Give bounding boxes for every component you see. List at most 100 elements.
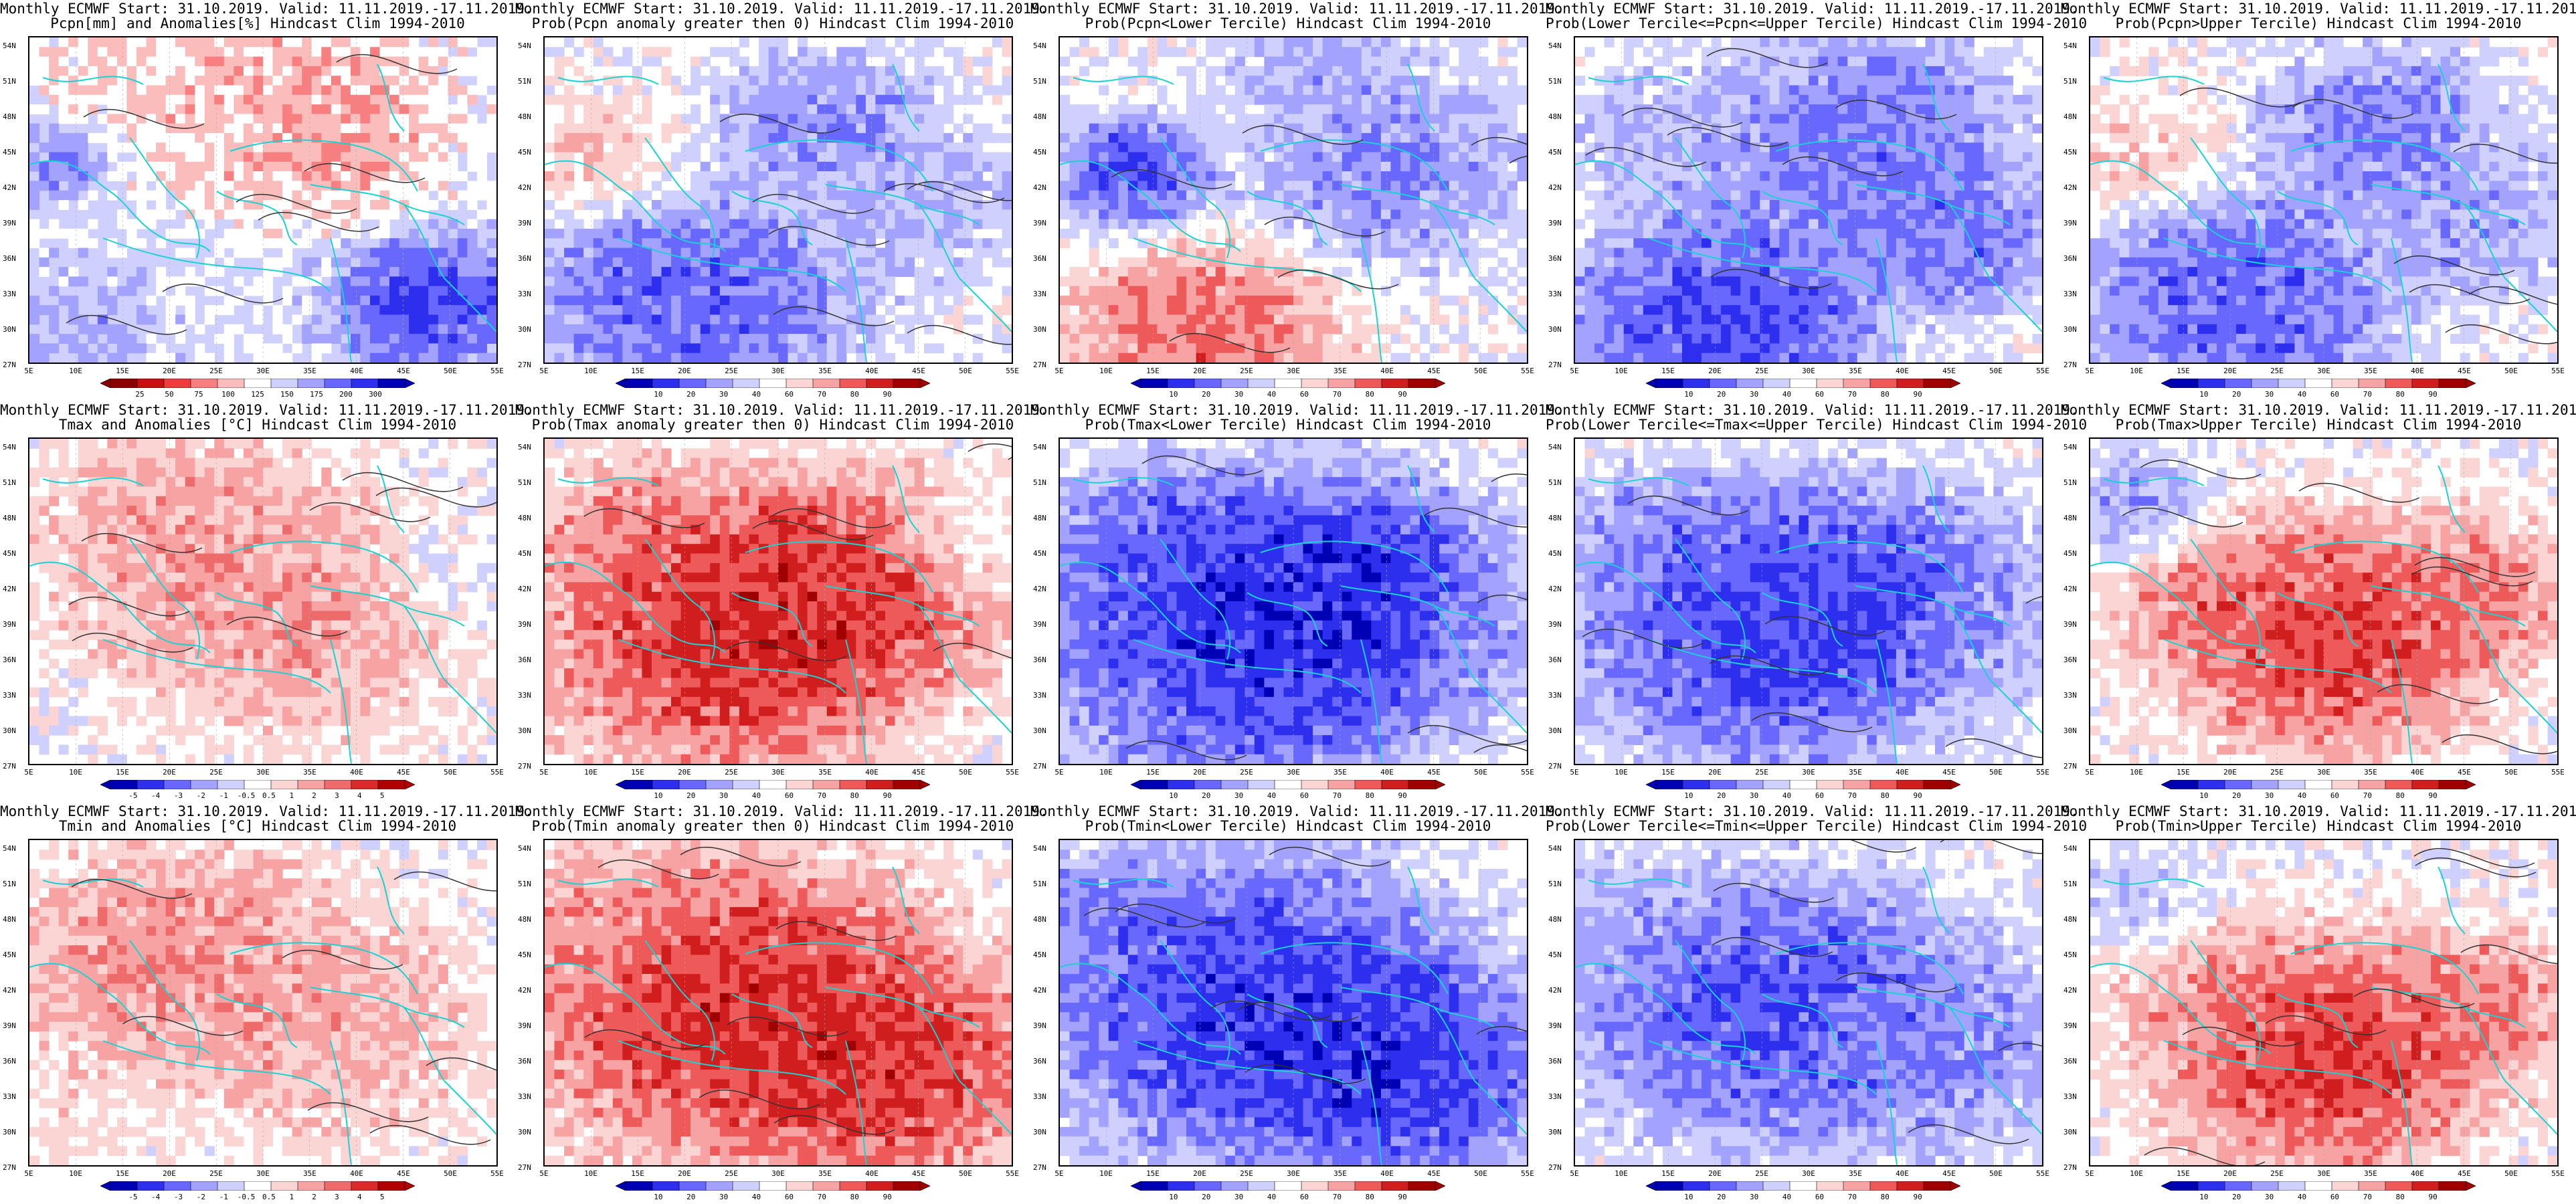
field-cell [204, 47, 215, 58]
field-cell [1322, 209, 1333, 220]
field-cell [1380, 161, 1391, 172]
field-cell [1400, 353, 1411, 363]
field-cell [418, 104, 429, 114]
field-cell [379, 228, 390, 239]
field-cell [389, 247, 400, 258]
field-cell [739, 238, 749, 249]
field-cell [846, 94, 856, 105]
field-cell [360, 314, 371, 325]
field-cell [302, 66, 312, 76]
field-cell [1653, 200, 1663, 210]
field-cell [457, 295, 468, 306]
field-cell [399, 66, 409, 76]
field-cell [321, 142, 332, 153]
field-cell [798, 114, 808, 124]
field-cell [749, 286, 759, 296]
field-cell [671, 286, 682, 296]
longitude-label: 35E [1333, 367, 1347, 375]
field-cell [331, 305, 341, 316]
field-cell [263, 343, 274, 354]
field-cell [1916, 181, 1926, 191]
field-cell [321, 228, 332, 239]
field-cell [272, 228, 283, 239]
field-cell [1303, 56, 1313, 67]
field-cell [195, 132, 205, 143]
field-cell [700, 343, 711, 354]
field-cell [807, 238, 818, 249]
field-cell [885, 171, 896, 181]
field-cell [768, 324, 779, 334]
field-cell [263, 295, 274, 306]
field-cell [1468, 56, 1479, 67]
field-cell [593, 171, 604, 181]
panel-title-line1: Monthly ECMWF Start: 31.10.2019. Valid: … [515, 1, 1048, 16]
field-cell [195, 123, 205, 134]
field-cell [457, 56, 468, 67]
field-cell [39, 247, 50, 258]
field-cell [476, 247, 487, 258]
field-cell [1186, 314, 1197, 325]
field-cell [963, 267, 974, 277]
field-cell [836, 142, 847, 153]
field-cell [1691, 94, 1702, 105]
field-cell [593, 353, 604, 363]
field-cell [632, 142, 642, 153]
field-cell [1273, 47, 1284, 58]
field-cell [223, 37, 234, 47]
longitude-label: 50E [1474, 367, 1487, 375]
field-cell [895, 37, 905, 47]
field-cell [1701, 209, 1712, 220]
field-cell [798, 247, 808, 258]
field-cell [1779, 200, 1790, 210]
field-cell [1303, 247, 1313, 258]
longitude-label: 5E [539, 367, 548, 375]
field-cell [126, 276, 137, 287]
field-cell [272, 267, 283, 277]
field-cell [126, 104, 137, 114]
field-cell [1186, 238, 1197, 249]
field-cell [603, 104, 614, 114]
field-cell [389, 267, 400, 277]
field-cell [1507, 267, 1517, 277]
field-cell [1459, 190, 1469, 201]
colorbar-tick-label: 100 [221, 390, 235, 399]
field-cell [1137, 343, 1148, 354]
field-cell [1691, 181, 1702, 191]
field-cell [982, 219, 993, 229]
field-cell [1906, 209, 1916, 220]
field-cell [1361, 324, 1372, 334]
field-cell [1439, 219, 1450, 229]
field-cell [486, 94, 496, 105]
field-cell [68, 132, 79, 143]
field-cell [1380, 238, 1391, 249]
field-cell [593, 132, 604, 143]
field-cell [895, 142, 905, 153]
field-cell [612, 305, 623, 316]
field-cell [1118, 181, 1129, 191]
field-cell [875, 219, 886, 229]
field-cell [1857, 76, 1867, 86]
field-cell [1196, 295, 1206, 306]
field-cell [1410, 343, 1420, 354]
field-cell [370, 295, 381, 306]
colorbar-segment [136, 379, 165, 388]
field-cell [1167, 37, 1178, 47]
latitude-label: 33N [518, 290, 531, 298]
field-cell [243, 56, 254, 67]
field-cell [1089, 305, 1099, 316]
field-cell [885, 228, 896, 239]
field-cell [739, 353, 749, 363]
field-cell [583, 247, 594, 258]
field-cell [467, 238, 478, 249]
field-cell [1857, 56, 1867, 67]
field-cell [370, 94, 381, 105]
field-cell [1876, 209, 1887, 220]
field-cell [282, 161, 293, 172]
field-cell [418, 181, 429, 191]
field-cell [1371, 171, 1382, 181]
field-cell [341, 66, 351, 76]
field-cell [418, 295, 429, 306]
field-cell [924, 47, 935, 58]
field-cell [807, 132, 818, 143]
field-cell [1487, 200, 1498, 210]
